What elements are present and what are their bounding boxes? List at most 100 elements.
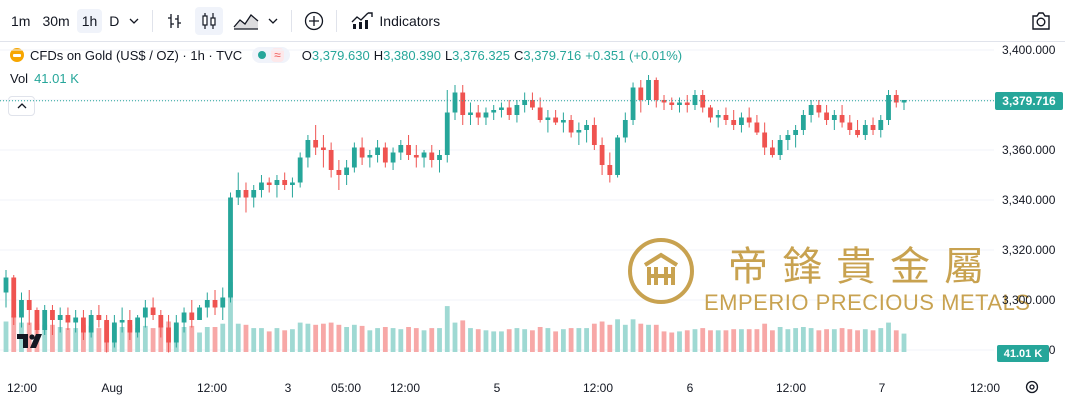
volume-bar — [638, 323, 644, 352]
volume-bar — [57, 327, 63, 352]
candle-body — [73, 317, 79, 323]
volume-bar — [88, 325, 94, 352]
close-label: C — [514, 47, 524, 63]
volume-bar — [715, 330, 721, 352]
bar-style-icon[interactable] — [161, 7, 189, 35]
volume-bar — [591, 323, 597, 352]
toolbar-divider — [336, 9, 338, 32]
candle-body — [460, 92, 466, 115]
candle-body — [220, 297, 226, 308]
area-icon[interactable] — [229, 7, 263, 35]
candle-body — [824, 112, 829, 120]
watermark-chinese: 帝鋒貴金屬 — [728, 244, 998, 290]
settings-gear-icon[interactable] — [1024, 379, 1040, 400]
candle-body — [96, 315, 102, 320]
market-status-pill[interactable]: ≈ — [252, 47, 290, 63]
volume-bar — [158, 325, 164, 352]
volume-bar — [831, 329, 837, 352]
volume-bar — [576, 328, 582, 352]
candle-body — [475, 112, 481, 118]
toolbar-divider — [152, 9, 154, 32]
chevron-down-icon[interactable] — [263, 7, 283, 35]
candle-body — [142, 307, 148, 318]
candle-body — [111, 322, 117, 343]
volume-bar — [769, 330, 775, 352]
volume-bar — [65, 328, 71, 352]
volume-bar — [878, 328, 884, 352]
candle-body — [560, 120, 566, 123]
chevron-down-icon[interactable] — [124, 7, 144, 35]
timeframe-1m[interactable]: 1m — [11, 12, 31, 29]
candle-body — [158, 315, 164, 328]
volume-bar — [800, 327, 806, 352]
candle-body — [173, 322, 179, 343]
price-tick-label: 3,320.000 — [1002, 243, 1056, 257]
candle-body — [104, 320, 110, 343]
candle-body — [746, 117, 752, 123]
volume-bar — [793, 328, 799, 352]
volume-bar — [762, 323, 768, 352]
candle-body — [708, 107, 713, 118]
volume-bar — [816, 330, 822, 352]
volume-bar — [259, 328, 264, 352]
candle-body — [638, 87, 644, 100]
timeframe-30m[interactable]: 30m — [42, 12, 70, 29]
volume-bar — [607, 324, 613, 352]
symbol-title[interactable]: CFDs on Gold (US$ / OZ) · 1h · TVC — [30, 47, 243, 63]
timeframe-d[interactable]: D — [109, 12, 120, 29]
candle-body — [576, 130, 582, 133]
time-axis[interactable]: 12:00 Aug 12:00 3 05:00 12:00 5 12:00 6 12:00 7 12:… — [0, 372, 1000, 404]
candle-body — [375, 147, 380, 155]
candle-body — [607, 165, 613, 175]
candle-body — [839, 115, 845, 123]
candle-body — [762, 132, 768, 148]
candle-body — [57, 315, 63, 320]
low-value: 3,376.325 — [452, 47, 511, 63]
candle-body — [336, 170, 342, 175]
volume-bar — [700, 328, 706, 352]
candle-body — [715, 115, 721, 118]
volume-bar — [723, 330, 729, 352]
collapse-legend-button[interactable] — [8, 96, 35, 116]
timeframe-1h[interactable]: 1h — [76, 8, 103, 33]
volume-bar — [297, 322, 303, 352]
volume-bar — [692, 329, 698, 352]
volume-bar — [406, 327, 411, 352]
candles-icon[interactable] — [195, 6, 224, 35]
symbol-legend: CFDs on Gold (US$ / OZ) · 1h · TVC ≈ O 3,… — [10, 47, 686, 63]
indicators-label: Indicators — [379, 12, 441, 29]
candle-body — [135, 317, 141, 333]
tradingview-logo-icon[interactable] — [16, 332, 44, 355]
volume-bar — [50, 324, 55, 352]
volume-bar — [901, 333, 907, 352]
camera-icon[interactable] — [1027, 7, 1055, 35]
candle-body — [351, 147, 357, 168]
volume-bar — [630, 319, 636, 352]
volume-bar — [847, 329, 853, 352]
time-tick-label: Aug — [101, 381, 123, 395]
candle-body — [677, 102, 682, 105]
price-tick-label: 3,340.000 — [1002, 193, 1056, 207]
volume-bar — [808, 328, 814, 352]
volume-bar — [615, 319, 620, 352]
volume-bar — [282, 330, 288, 352]
volume-bar — [189, 325, 195, 352]
volume-bar — [150, 328, 156, 352]
volume-bar — [506, 329, 512, 352]
candle-body — [290, 182, 295, 185]
time-tick-label: 12:00 — [775, 381, 807, 395]
candle-body — [584, 125, 590, 130]
volume-bar — [661, 331, 667, 352]
candle-body — [26, 300, 32, 310]
current-price-tag: 3,379.716 — [995, 92, 1063, 110]
candle-body — [723, 115, 729, 120]
candle-body — [189, 312, 195, 320]
plus-circle-icon[interactable] — [300, 7, 328, 35]
price-chart[interactable] — [0, 42, 994, 372]
volume-legend: Vol 41.01 K — [10, 71, 79, 86]
candle-body — [50, 310, 55, 320]
candle-body — [344, 167, 350, 175]
volume-bar — [653, 324, 659, 352]
volume-bar — [235, 323, 241, 352]
indicators-button[interactable]: Indicators — [345, 8, 446, 34]
